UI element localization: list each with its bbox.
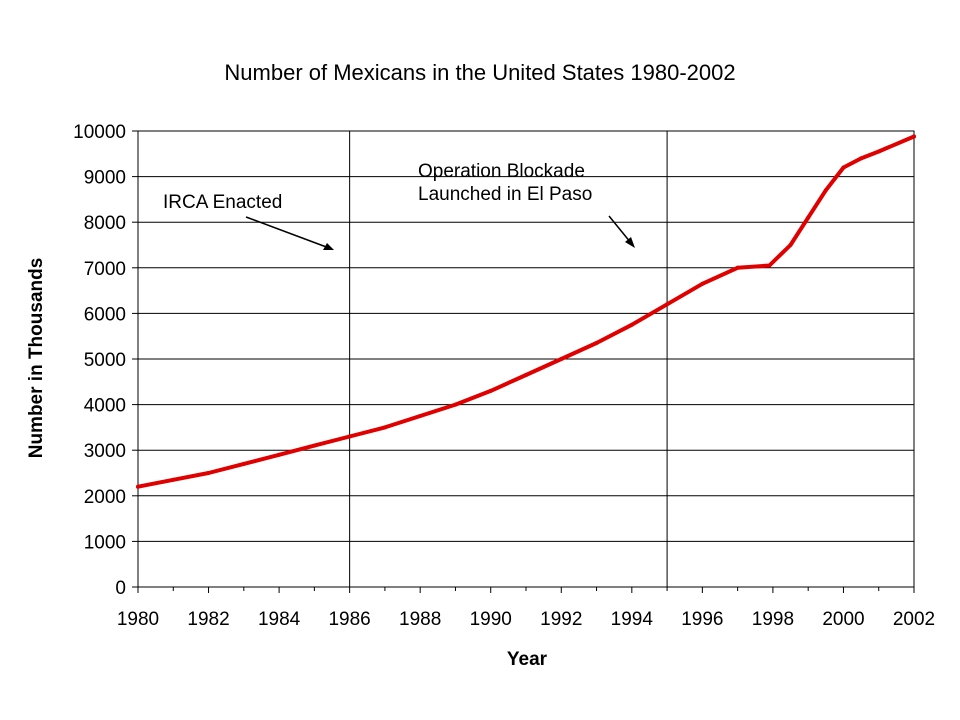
data-point [418, 414, 423, 418]
data-point [277, 452, 282, 457]
annotation-operation-arrow [608, 215, 632, 244]
y-tick-label: 3000 [84, 441, 126, 462]
annotation-operation-line1: Operation Blockade [418, 161, 585, 182]
data-point [206, 471, 211, 475]
event-lines [349, 131, 668, 587]
data-point [735, 265, 740, 270]
annotation-irca-arrowhead [323, 243, 334, 250]
data-point [241, 461, 246, 466]
data-point [859, 156, 864, 161]
y-tick-labels: 0 1000 2000 3000 4000 5000 6000 7000 8000 9000 100… [73, 122, 138, 599]
data-point [559, 357, 564, 361]
data-point [347, 434, 352, 439]
data-point [382, 425, 387, 430]
y-tick-label: 2000 [84, 487, 126, 508]
x-tick-labels: 1980 1982 1984 1986 1988 1990 1992 1994 1996 1998… [117, 587, 935, 630]
data-point [136, 484, 140, 489]
y-tick-label: 0 [115, 578, 126, 599]
data-point [823, 188, 828, 193]
data-point [788, 243, 793, 247]
chart-title: Number of Mexicans in the United States … [224, 60, 735, 85]
data-point [700, 281, 705, 286]
data-point [312, 443, 317, 448]
annotation-irca-arrow [245, 216, 330, 249]
y-tick-label: 7000 [84, 259, 126, 280]
data-point [876, 149, 881, 154]
x-tick-label: 1986 [328, 609, 370, 630]
y-tick-label: 9000 [84, 168, 126, 189]
x-tick-label: 1982 [187, 609, 229, 630]
x-tick-label: 1996 [681, 609, 723, 630]
x-tick-label: 1984 [258, 609, 301, 630]
x-tick-label: 1990 [470, 609, 512, 630]
x-tick-label: 1992 [540, 609, 582, 630]
annotation-irca: IRCA Enacted [163, 192, 282, 213]
data-point [629, 322, 634, 327]
annotation-operation-line2: Launched in El Paso [418, 184, 592, 205]
x-axis-label: Year [507, 649, 548, 670]
x-tick-label: 1998 [752, 609, 794, 630]
data-point [767, 263, 772, 268]
y-tick-label: 8000 [84, 213, 126, 234]
data-point [524, 373, 528, 377]
y-tick-label: 4000 [84, 396, 126, 417]
data-point [665, 302, 670, 307]
series-group [136, 134, 916, 489]
y-tick-label: 5000 [84, 350, 126, 371]
data-point [453, 402, 458, 407]
x-tick-label: 1994 [611, 609, 654, 630]
data-point [171, 477, 176, 482]
x-tick-label: 2002 [893, 609, 935, 630]
x-tick-label: 2000 [822, 609, 864, 630]
data-point [488, 388, 493, 393]
data-point [912, 134, 916, 139]
x-tick-label: 1988 [399, 609, 441, 630]
y-tick-label: 1000 [84, 532, 126, 553]
x-tick-label: 1980 [117, 609, 159, 630]
y-tick-label: 6000 [84, 304, 126, 325]
y-axis-label: Number in Thousands [26, 258, 47, 459]
annotation-operation-arrowhead [625, 237, 635, 248]
data-point [594, 341, 599, 345]
data-point [841, 165, 846, 170]
plot-frame [137, 130, 915, 588]
data-point [806, 215, 811, 220]
y-tick-label: 10000 [73, 122, 126, 143]
series-line [136, 134, 916, 489]
